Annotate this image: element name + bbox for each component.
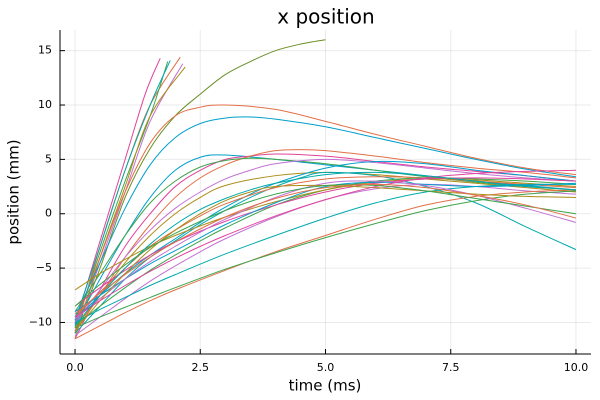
- y-tick-label: 10: [38, 98, 52, 111]
- y-tick-label: 15: [38, 44, 52, 57]
- y-axis-label: position (mm): [5, 139, 23, 244]
- x-ticks: 0.0 2.5 5.0 7.5 10.0: [66, 349, 588, 374]
- y-ticks: −10 −5 0 5 10 15: [29, 44, 65, 328]
- x-axis-label: time (ms): [289, 377, 362, 395]
- y-tick-label: −5: [36, 261, 52, 274]
- chart-title: x position: [277, 5, 374, 29]
- series-line-29: [74, 169, 576, 318]
- series-line-4: [74, 66, 186, 339]
- y-tick-label: −10: [29, 315, 52, 328]
- series-line-6: [74, 60, 171, 321]
- series-line-7: [74, 39, 326, 334]
- series-line-22: [74, 177, 576, 307]
- series-line-30: [74, 171, 577, 327]
- series-line-14: [74, 158, 577, 323]
- series-line-31: [74, 184, 577, 307]
- series-line-13: [74, 157, 577, 312]
- series-layer: [74, 39, 577, 340]
- x-tick-label: 7.5: [442, 361, 460, 374]
- x-tick-label: 2.5: [192, 361, 210, 374]
- x-tick-label: 10.0: [564, 361, 589, 374]
- series-line-15: [74, 171, 577, 329]
- x-tick-label: 5.0: [317, 361, 335, 374]
- y-tick-label: 0: [45, 207, 52, 220]
- series-line-21: [74, 178, 577, 291]
- series-line-2: [74, 61, 169, 329]
- series-line-32: [74, 183, 577, 315]
- x-tick-label: 0.0: [66, 361, 84, 374]
- y-tick-label: 5: [45, 152, 52, 165]
- series-line-8: [74, 104, 577, 323]
- series-line-17: [74, 160, 577, 321]
- series-line-12: [74, 149, 577, 332]
- series-line-16: [74, 171, 577, 334]
- series-line-28: [74, 184, 576, 332]
- series-line-25: [74, 190, 577, 329]
- series-line-9: [74, 116, 577, 318]
- series-line-5: [74, 58, 161, 325]
- series-line-19: [74, 177, 577, 327]
- series-line-24: [74, 189, 576, 340]
